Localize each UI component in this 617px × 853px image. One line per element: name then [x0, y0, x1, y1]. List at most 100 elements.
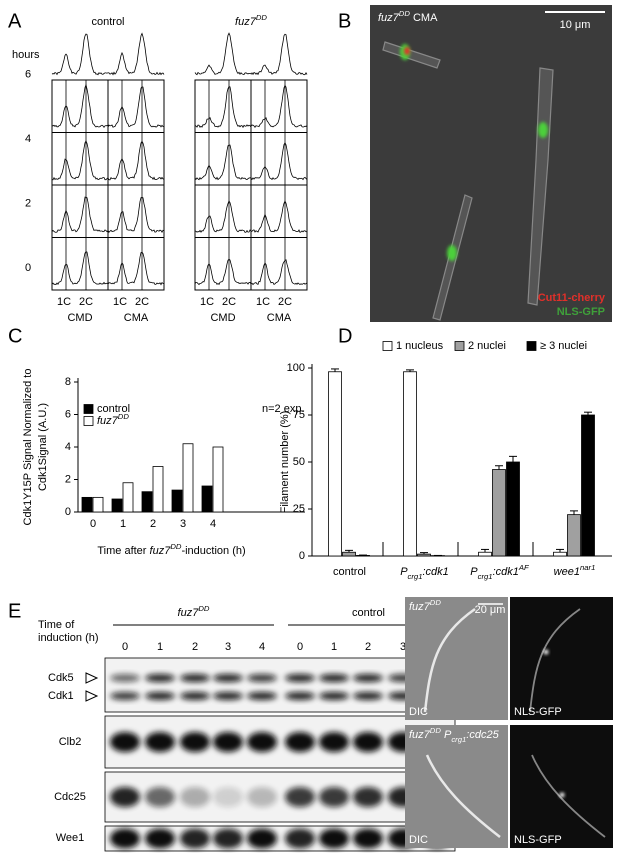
- panel-label: D: [338, 325, 352, 347]
- row-label: Cdk1: [48, 690, 74, 702]
- y-axis-label: Filament number (%): [279, 411, 291, 514]
- legend-swatch: [83, 416, 94, 426]
- text-part: Time after: [97, 545, 149, 557]
- text-part: fuz7: [150, 545, 172, 557]
- text-part: :cdk1: [423, 566, 449, 578]
- text-part: wee1: [554, 566, 580, 578]
- y-tick-label: 0: [65, 506, 71, 518]
- text-part: crg1: [451, 735, 466, 744]
- band: [247, 674, 277, 682]
- text-part: DD: [198, 604, 210, 613]
- histogram-trace: [250, 33, 308, 76]
- hypha: [529, 608, 581, 713]
- x-tick-label: Pcrg1:cdk1: [400, 566, 449, 581]
- text-part: :cdk1: [493, 566, 519, 578]
- histogram-trace: [107, 196, 165, 234]
- text-part: DD: [118, 412, 130, 421]
- row-label: Cdc25: [54, 791, 86, 803]
- x-tick-label: Pcrg1:cdk1AF: [470, 563, 530, 581]
- band: [247, 692, 277, 700]
- bar: [122, 482, 134, 513]
- row-pointer: [85, 690, 99, 702]
- bar: [182, 443, 194, 513]
- bar: [342, 551, 356, 557]
- channel-label: NLS-GFP: [514, 834, 562, 846]
- histogram-trace: [250, 142, 308, 181]
- x-axis-label: Time after fuz7DD-induction (h): [97, 542, 245, 557]
- medium-label: CMA: [124, 312, 149, 324]
- peak-label: 1C: [200, 296, 214, 308]
- text-part: crg1: [408, 572, 423, 581]
- text-part: control: [333, 566, 366, 578]
- histogram-trace: [194, 32, 252, 76]
- histogram-trace: [51, 83, 109, 129]
- band: [180, 828, 210, 849]
- peak-label: 2C: [222, 296, 236, 308]
- micrograph-title: fuz7DD CMA: [378, 9, 438, 24]
- text-part: control: [352, 607, 385, 619]
- text-part: control: [91, 16, 124, 28]
- nucleus: [559, 792, 565, 798]
- text-part: P: [441, 729, 452, 741]
- bar: [81, 496, 93, 513]
- band: [213, 732, 243, 752]
- band: [110, 692, 140, 700]
- text-part: P: [470, 566, 478, 578]
- band: [319, 674, 349, 682]
- bar: [581, 414, 595, 557]
- bar: [111, 498, 123, 513]
- band: [180, 732, 210, 752]
- row-pointer: [85, 672, 99, 684]
- error-bar: [345, 549, 353, 553]
- legend-label: 1 nucleus: [396, 340, 444, 352]
- error-bar: [331, 368, 339, 372]
- nucleus: [538, 122, 548, 138]
- peak-label: 2C: [278, 296, 292, 308]
- error-bar: [406, 369, 414, 372]
- band: [319, 787, 349, 807]
- column-title: fuz7DD: [235, 13, 267, 28]
- peak-label: 1C: [113, 296, 127, 308]
- band: [145, 828, 175, 849]
- band: [285, 787, 315, 807]
- bar: [201, 485, 213, 513]
- text-part: fuz7: [97, 415, 119, 427]
- cell: [382, 41, 441, 69]
- row-label: Wee1: [56, 832, 85, 844]
- lane-label: 4: [259, 641, 265, 653]
- error-bar: [584, 411, 592, 415]
- band: [180, 674, 210, 682]
- text-part: DD: [399, 9, 411, 18]
- band: [180, 787, 210, 807]
- bar: [171, 489, 183, 513]
- bar: [152, 466, 164, 513]
- panel-label: E: [8, 600, 21, 622]
- band: [319, 828, 349, 849]
- legend-label: fuz7DD: [97, 412, 129, 427]
- text-part: 2 nuclei: [468, 340, 506, 352]
- medium-label: CMA: [267, 312, 292, 324]
- text-part: ≥ 3 nuclei: [540, 340, 587, 352]
- hour-tick: 4: [25, 133, 31, 145]
- hypha: [531, 754, 606, 838]
- panel-label: C: [8, 325, 22, 347]
- histogram-trace: [250, 259, 308, 286]
- legend-swatch: [382, 341, 393, 351]
- lane-axis-label: Time of: [38, 619, 75, 631]
- band: [353, 828, 383, 849]
- histogram-trace: [250, 200, 308, 233]
- text-part: DD: [430, 598, 442, 607]
- band: [110, 787, 140, 807]
- band: [247, 732, 277, 752]
- text-part: fuz7: [409, 601, 431, 613]
- y-tick-label: 4: [65, 441, 71, 453]
- hypha: [423, 607, 476, 713]
- column-title: control: [91, 16, 124, 28]
- band: [285, 692, 315, 700]
- error-bar: [570, 510, 578, 515]
- panel-label: B: [338, 10, 351, 32]
- band: [285, 674, 315, 682]
- text-part: 1 nucleus: [396, 340, 444, 352]
- hour-tick: 0: [25, 262, 31, 274]
